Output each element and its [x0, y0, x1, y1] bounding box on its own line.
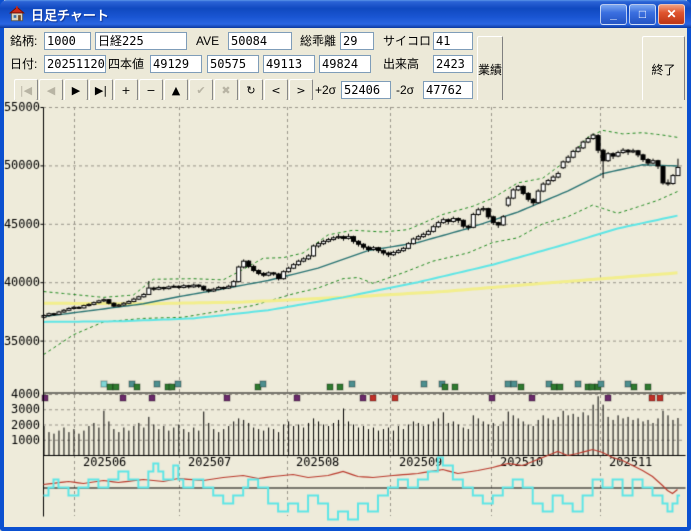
symbol-name-field[interactable]: 日経225 — [95, 32, 187, 50]
date-label: 日付: — [10, 57, 38, 71]
plus2sigma-label: +2σ — [315, 83, 337, 97]
date-field[interactable]: 20251120 — [44, 55, 106, 73]
gyoseki-button[interactable]: 業績 — [477, 36, 503, 102]
nav-last-button[interactable]: ▶| — [89, 79, 113, 101]
nav-next-button[interactable]: ▶ — [64, 79, 88, 101]
nav-back-button[interactable]: < — [264, 79, 288, 101]
ave-field[interactable]: 50084 — [228, 32, 292, 50]
close-field[interactable]: 49824 — [319, 55, 371, 73]
exit-button[interactable]: 終了 — [642, 36, 685, 102]
high-field[interactable]: 50575 — [207, 55, 259, 73]
nav-cancel-button: ✖ — [214, 79, 238, 101]
saikoro-field[interactable]: 41 — [433, 32, 473, 50]
low-field[interactable]: 49113 — [263, 55, 315, 73]
db-navigator-toolbar: |◀ ◀ ▶ ▶| + − ▲ ✔ ✖ ↻ < > — [14, 79, 314, 101]
title-bar[interactable]: 日足チャート _ □ ✕ — [0, 0, 691, 28]
minus2sigma-label: -2σ — [396, 83, 415, 97]
ohlc-label: 四本値 — [108, 57, 145, 71]
symbol-code-field[interactable]: 1000 — [44, 32, 91, 50]
app-icon — [9, 6, 25, 22]
nav-insert-button[interactable]: + — [114, 79, 138, 101]
nav-post-button: ✔ — [189, 79, 213, 101]
volume-field[interactable]: 2423 — [433, 55, 473, 73]
price-chart-canvas[interactable] — [4, 100, 687, 527]
volume-label: 出来高 — [383, 57, 420, 71]
maximize-button[interactable]: □ — [629, 3, 656, 25]
window-title: 日足チャート — [31, 7, 109, 23]
saikoro-label: サイコロ — [383, 34, 432, 48]
nav-first-button: |◀ — [14, 79, 38, 101]
minimize-button[interactable]: _ — [600, 3, 627, 25]
plus2sigma-field[interactable]: 52406 — [341, 81, 391, 99]
nav-edit-button[interactable]: ▲ — [164, 79, 188, 101]
kairi-field[interactable]: 29 — [340, 32, 374, 50]
kairi-label: 総乖離 — [300, 34, 337, 48]
nav-prior-button: ◀ — [39, 79, 63, 101]
nav-forward-button[interactable]: > — [289, 79, 313, 101]
minus2sigma-field[interactable]: 47762 — [423, 81, 473, 99]
close-button[interactable]: ✕ — [658, 3, 685, 25]
nav-refresh-button[interactable]: ↻ — [239, 79, 263, 101]
open-field[interactable]: 49129 — [150, 55, 202, 73]
symbol-label: 銘柄: — [10, 34, 38, 48]
nav-delete-button[interactable]: − — [139, 79, 163, 101]
ave-label: AVE — [196, 34, 220, 48]
